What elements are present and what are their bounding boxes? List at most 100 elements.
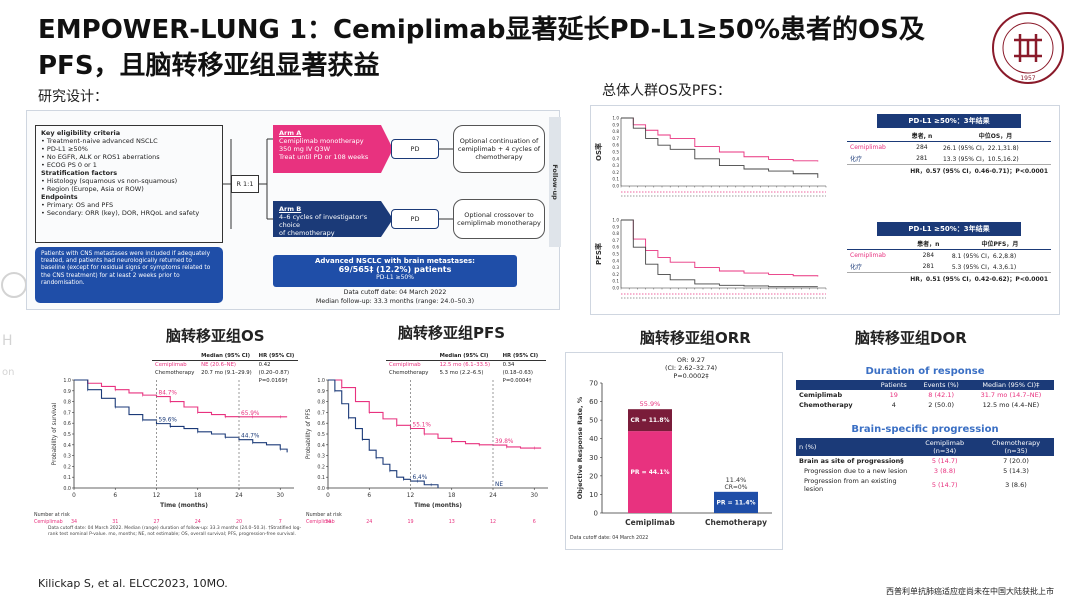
arm-a-line: Cemiplimab monotherapy [279, 137, 364, 145]
risk-value: 19 [407, 519, 413, 524]
y-tick-label: 0.0 [63, 486, 71, 492]
risk-arm: Cemiplimab [34, 519, 63, 524]
series-line-1 [621, 117, 819, 178]
y-tick-label: 0.5 [612, 150, 619, 155]
y-tick-label: 0.6 [612, 245, 619, 250]
y-tick-label: 0.8 [63, 400, 71, 406]
orr-panel: OR: 9.27 (CI: 2.62–32.74) P=0.0002‡ 0 10 2… [565, 352, 783, 550]
bar-pr-cemiplimab [628, 431, 672, 513]
table-row: Cemiplimab 19 8 (42.1) 31.7 mo (14.7–NE) [799, 391, 1042, 399]
table-row: Progression from an existing lesion 5 (1… [804, 477, 1027, 493]
y-tick-label: 0.2 [612, 170, 619, 175]
y-tick-label: 0.7 [317, 410, 325, 416]
arm-b-box: Arm B 4–6 cycles of investigator's choic… [273, 201, 393, 237]
arm-a-box: Arm A Cemiplimab monotherapy 350 mg IV Q… [273, 125, 393, 173]
y-tick-label: 0.3 [612, 163, 619, 168]
y-tick-label: 0.1 [612, 177, 619, 182]
brain-os-p: P=0.0169† [258, 378, 288, 384]
risk-value: 20 [236, 519, 242, 524]
cns-note: Patients with CNS metastases were includ… [35, 247, 223, 303]
pd-box-b: PD [391, 209, 439, 229]
data-label: 39.8% [495, 439, 514, 445]
y-tick-label: 0.3 [63, 454, 71, 460]
arm-a-title: Arm A [279, 129, 302, 137]
dor-panel: Duration of response Patients Events (%)… [796, 366, 1054, 550]
y-tick-label: 0.6 [63, 421, 71, 427]
y-tick-label: 0.4 [317, 443, 325, 449]
risk-title: Number at risk [34, 512, 70, 518]
randomization-box: R 1:1 [231, 175, 259, 193]
eligibility-item: • ECOG PS 0 or 1 [41, 161, 97, 169]
brain-pfs-p: P=0.0004† [502, 378, 532, 384]
arm-b-outcome: Optional crossover to cemiplimab monothe… [453, 199, 545, 239]
eligibility-box: Key eligibility criteria • Treatment-nai… [35, 125, 223, 243]
category-label: Chemotherapy [705, 518, 767, 527]
y-tick-label: 0.5 [612, 252, 619, 257]
arm-a-line: Treat until PD or 108 weeks [279, 153, 369, 161]
brain-box: Advanced NSCLC with brain metastases: 69… [273, 255, 517, 287]
strat-title: Stratification factors [41, 169, 118, 177]
pfs-table-title: PD-L1 ≥50%：3年结果 [877, 222, 1021, 236]
y-tick-label: 1.0 [317, 378, 325, 384]
pfs-header-n: 患者，n [917, 241, 940, 248]
data-label: 55.1% [413, 422, 432, 428]
x-axis-label: Time (months) [160, 503, 208, 509]
x-tick-label: 0 [72, 493, 76, 499]
os-result-table: PD-L1 ≥50%：3年结果 患者, n 中位OS，月 Cemiplimab … [847, 114, 1051, 176]
series-line-0 [621, 219, 819, 277]
y-tick-label: 0.9 [612, 122, 619, 127]
brain-os-chart: 0.0 0.1 0.2 0.3 0.4 0.5 0.6 0.7 0.8 0.9 1.0 0 6 12 18 2… [34, 378, 294, 524]
endpoints-title: Endpoints [41, 193, 78, 201]
eligibility-item: • No EGFR, ALK or ROS1 aberrations [41, 153, 160, 161]
table-row: Chemotherapy 20.7 mo (9.1–29.9) (0.20–0.… [155, 370, 290, 376]
y-tick-label: 70 [589, 380, 598, 388]
os-hr: HR，0.57 (95% CI，0.46-0.71)；P<0.0001 [847, 164, 1051, 176]
series-line-1 [621, 219, 818, 288]
y-tick-label: 0.6 [317, 421, 325, 427]
x-tick-label: 0 [326, 493, 330, 499]
y-tick-label: 0.3 [612, 265, 619, 270]
x-tick-label: 24 [235, 493, 243, 499]
study-design-panel: Key eligibility criteria • Treatment-nai… [26, 110, 561, 310]
os-header-median: 中位OS，月 [978, 133, 1013, 140]
eligibility-item: • PD-L1 ≥50% [41, 145, 88, 153]
arm-b-line: 4–6 cycles of investigator's choice [279, 213, 368, 229]
dor-title: Duration of response [865, 366, 985, 377]
table-row: 化疗 281 13.3 (95% CI，10.5,16.2) [850, 155, 1019, 163]
y-tick-label: 0.9 [63, 389, 71, 395]
x-tick-label: 18 [448, 493, 456, 499]
y-tick-label: 0.7 [612, 238, 619, 243]
y-tick-label: 0.2 [612, 272, 619, 277]
category-label: Cemiplimab [625, 518, 675, 527]
y-tick-label: 0.1 [63, 475, 71, 481]
y-axis-label: Objective Response Rate, % [576, 396, 584, 499]
risk-value: 34 [325, 519, 331, 524]
data-label: 6.4% [413, 475, 428, 481]
table-row: Chemotherapy 5.3 mo (2.2–6.5) (0.18–0.63… [389, 370, 533, 376]
x-axis-label: Time (months) [414, 503, 462, 509]
risk-value: 34 [71, 519, 77, 524]
bar-total-label: 11.4% [726, 476, 747, 484]
seal-icon: 1957 [992, 12, 1064, 84]
brain-orr-title: 脑转移亚组ORR [640, 329, 751, 347]
data-label: 59.6% [159, 418, 178, 424]
endpoint-item: • Primary: OS and PFS [41, 201, 114, 209]
svg-text:on: on [2, 367, 14, 378]
y-tick-label: 0.0 [317, 486, 325, 492]
strat-item: • Histology (squamous vs non-squamous) [41, 177, 178, 185]
table-row: 化疗 281 5.3 (95% CI，4.3,6.1) [850, 263, 1017, 271]
y-axis-label: PFS率 [594, 243, 603, 265]
data-cutoff: Data cutoff date: 04 March 2022 [343, 289, 447, 296]
series-line-1 [328, 379, 439, 488]
data-label: 84.7% [159, 391, 178, 397]
table-row: Cemiplimab 12.5 mo (6.1–33.5) 0.34 [389, 362, 515, 368]
brain-os-title: 脑转移亚组OS [166, 327, 265, 345]
bar-cr-label: CR=0% [725, 484, 748, 491]
os-table-title: PD-L1 ≥50%：3年结果 [877, 114, 1021, 128]
bar-pr-label: PR = 44.1% [630, 469, 669, 476]
y-tick-label: 0.0 [612, 286, 619, 291]
arm-a-outcome: Optional continuation of cemiplimab + 4 … [453, 125, 545, 173]
y-tick-label: 20 [589, 472, 598, 480]
x-tick-label: 12 [153, 493, 161, 499]
risk-value: 13 [449, 519, 455, 524]
